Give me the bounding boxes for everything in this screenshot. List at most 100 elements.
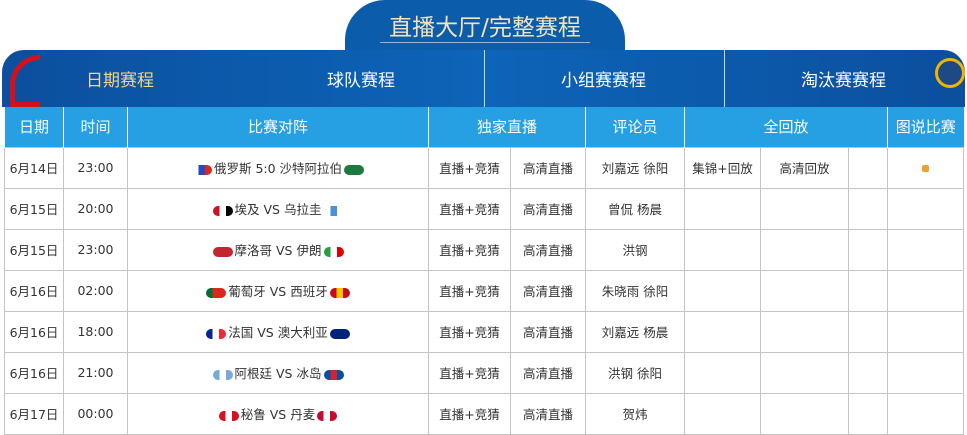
- hd-live-link[interactable]: 高清直播: [509, 146, 587, 189]
- home-team[interactable]: 摩洛哥: [234, 243, 273, 258]
- home-team[interactable]: 俄罗斯: [213, 161, 252, 176]
- date: 6月15日: [4, 187, 64, 230]
- home-team[interactable]: 埃及: [234, 202, 260, 217]
- hd-live-link[interactable]: 高清直播: [509, 392, 587, 435]
- replay-extra: [848, 392, 889, 435]
- table-row: 6月15日 20:00 埃及 VS 乌拉圭 直播+竞猜 高清直播 曾侃 杨晨: [4, 187, 965, 230]
- picture-cell: [887, 187, 965, 230]
- match[interactable]: 摩洛哥 VS 伊朗: [127, 228, 429, 271]
- nav-knockout-schedule[interactable]: 淘汰赛赛程: [801, 71, 886, 91]
- away-flag-icon: [323, 205, 344, 216]
- highlights-link[interactable]: [684, 187, 762, 230]
- time: 00:00: [63, 392, 128, 435]
- match[interactable]: 葡萄牙 VS 西班牙: [127, 269, 429, 312]
- home-flag-icon: [191, 164, 212, 175]
- match[interactable]: 阿根廷 VS 冰岛: [127, 351, 429, 394]
- away-team[interactable]: 乌拉圭: [283, 202, 322, 217]
- table-row: 6月16日 21:00 阿根廷 VS 冰岛 直播+竞猜 高清直播 洪钢 徐阳: [4, 351, 965, 394]
- col-date: 日期: [4, 107, 64, 147]
- away-team[interactable]: 丹麦: [290, 407, 316, 422]
- date: 6月15日: [4, 228, 64, 271]
- live-bet-link[interactable]: 直播+竞猜: [428, 146, 511, 189]
- commentators: 刘嘉远 徐阳: [585, 146, 686, 189]
- live-bet-link[interactable]: 直播+竞猜: [428, 187, 511, 230]
- picture-cell: [887, 351, 965, 394]
- nav-date-schedule[interactable]: 日期赛程: [86, 71, 154, 91]
- live-bet-link[interactable]: 直播+竞猜: [428, 269, 511, 312]
- mascot-decoration-left: [10, 55, 40, 107]
- picture-cell[interactable]: [887, 146, 965, 189]
- banner: 直播大厅/完整赛程 日期赛程 球队赛程 小组赛赛程 淘汰赛赛程: [0, 0, 967, 107]
- hd-replay-link[interactable]: 高清回放: [760, 146, 850, 189]
- nav-band: [2, 50, 965, 107]
- nav-divider: [724, 50, 725, 107]
- home-flag-icon: [212, 205, 233, 216]
- home-flag-icon: [206, 287, 227, 298]
- hd-live-link[interactable]: 高清直播: [509, 310, 587, 353]
- hd-replay-link[interactable]: [760, 187, 850, 230]
- away-team[interactable]: 冰岛: [296, 366, 322, 381]
- home-team[interactable]: 法国: [228, 325, 254, 340]
- away-flag-icon: [329, 328, 350, 339]
- away-flag-icon: [344, 164, 365, 175]
- page-title: 直播大厅/完整赛程: [389, 15, 581, 41]
- home-team[interactable]: 秘鲁: [240, 407, 266, 422]
- commentators: 洪钢: [585, 228, 686, 271]
- date: 6月14日: [4, 146, 64, 189]
- highlights-link[interactable]: [684, 392, 762, 435]
- nav-team-schedule[interactable]: 球队赛程: [327, 71, 395, 91]
- away-team[interactable]: 澳大利亚: [277, 325, 328, 340]
- replay-extra: [848, 187, 889, 230]
- commentators: 朱晓雨 徐阳: [585, 269, 686, 312]
- time: 02:00: [63, 269, 128, 312]
- date: 6月16日: [4, 310, 64, 353]
- away-flag-icon: [323, 246, 344, 257]
- highlights-link[interactable]: [684, 269, 762, 312]
- hd-replay-link[interactable]: [760, 269, 850, 312]
- away-team[interactable]: 西班牙: [290, 284, 328, 299]
- hd-live-link[interactable]: 高清直播: [509, 269, 587, 312]
- commentators: 贺炜: [585, 392, 686, 435]
- live-bet-link[interactable]: 直播+竞猜: [428, 351, 511, 394]
- nav-group-schedule[interactable]: 小组赛赛程: [561, 71, 646, 91]
- hd-live-link[interactable]: 高清直播: [509, 351, 587, 394]
- col-time: 时间: [63, 107, 128, 147]
- score: VS: [257, 325, 274, 340]
- time: 23:00: [63, 146, 128, 189]
- highlights-link[interactable]: [684, 228, 762, 271]
- time: 23:00: [63, 228, 128, 271]
- live-bet-link[interactable]: 直播+竞猜: [428, 228, 511, 271]
- hd-replay-link[interactable]: [760, 392, 850, 435]
- away-team[interactable]: 伊朗: [296, 243, 322, 258]
- date: 6月16日: [4, 269, 64, 312]
- mascot-decoration-right: [935, 58, 965, 88]
- match[interactable]: 俄罗斯 5:0 沙特阿拉伯: [127, 146, 429, 189]
- score: VS: [263, 202, 281, 217]
- away-team[interactable]: 沙特阿拉伯: [279, 161, 343, 176]
- hd-replay-link[interactable]: [760, 351, 850, 394]
- col-live: 独家直播: [427, 107, 586, 147]
- highlights-link[interactable]: 集锦+回放: [684, 146, 762, 189]
- highlights-link[interactable]: [684, 351, 762, 394]
- date: 6月16日: [4, 351, 64, 394]
- live-bet-link[interactable]: 直播+竞猜: [428, 310, 511, 353]
- away-flag-icon: [323, 369, 344, 380]
- date: 6月17日: [4, 392, 64, 435]
- match[interactable]: 法国 VS 澳大利亚: [127, 310, 429, 353]
- match[interactable]: 埃及 VS 乌拉圭: [127, 187, 429, 230]
- hd-replay-link[interactable]: [760, 228, 850, 271]
- hd-replay-link[interactable]: [760, 310, 850, 353]
- hd-live-link[interactable]: 高清直播: [509, 228, 587, 271]
- home-flag-icon: [218, 410, 239, 421]
- picture-icon[interactable]: [922, 165, 930, 172]
- highlights-link[interactable]: [684, 310, 762, 353]
- score: VS: [269, 407, 287, 422]
- hd-live-link[interactable]: 高清直播: [509, 187, 587, 230]
- table-row: 6月15日 23:00 摩洛哥 VS 伊朗 直播+竞猜 高清直播 洪钢: [4, 228, 965, 271]
- home-team[interactable]: 阿根廷: [234, 366, 273, 381]
- live-bet-link[interactable]: 直播+竞猜: [428, 392, 511, 435]
- home-flag-icon: [212, 246, 233, 257]
- match[interactable]: 秘鲁 VS 丹麦: [127, 392, 429, 435]
- home-team[interactable]: 葡萄牙: [228, 284, 266, 299]
- nav-divider: [484, 50, 485, 107]
